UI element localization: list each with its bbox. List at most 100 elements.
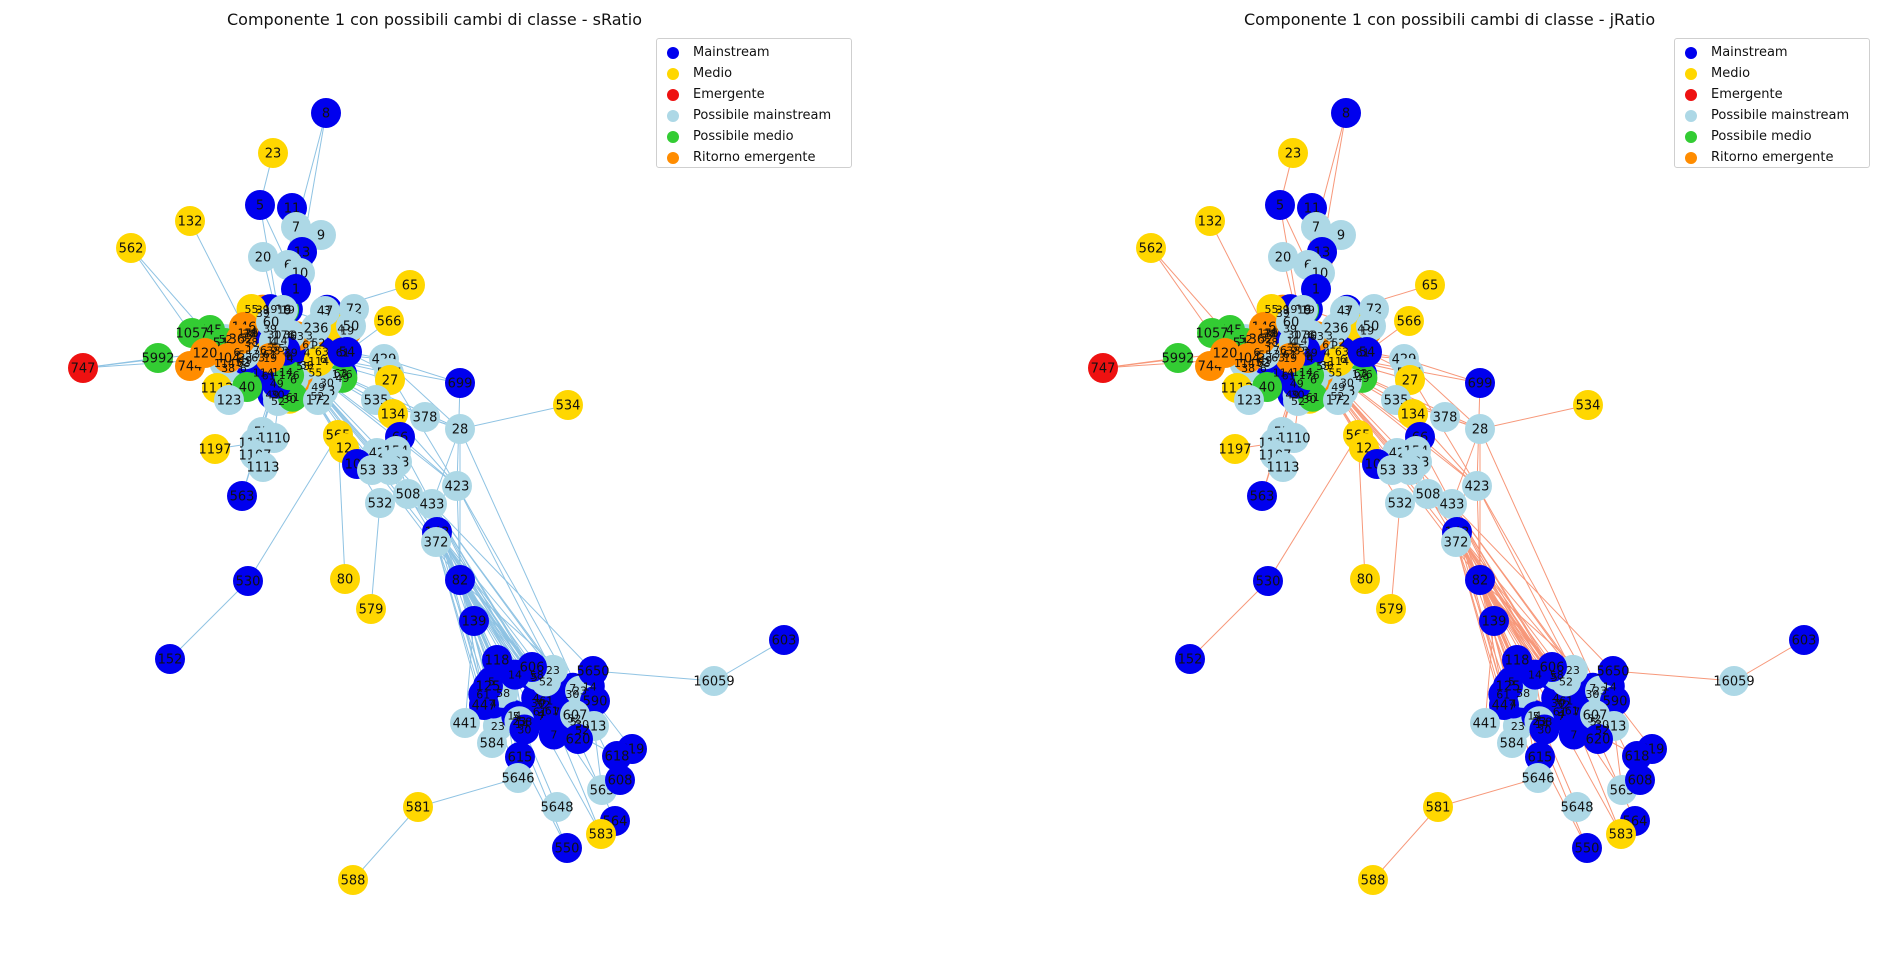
nodes-layer: 8235117913256220136101651647725056614660…	[1088, 98, 1819, 895]
node-label-cluster: 7	[538, 710, 545, 723]
legend-label: Possibile medio	[1711, 129, 1812, 144]
node-label: 5	[1276, 199, 1284, 214]
legend-label: Possibile mainstream	[693, 108, 831, 123]
node-label-cluster: 176	[238, 327, 259, 340]
node-label: 588	[1361, 874, 1386, 889]
node-label: 5650	[576, 665, 609, 680]
node-label: 1	[292, 283, 300, 298]
node-label-cluster: 3	[282, 345, 289, 358]
node-label: 16059	[1713, 675, 1754, 690]
node-label: 562	[1139, 242, 1164, 257]
node-label-cluster: 19	[1297, 304, 1311, 317]
legend-item: Possibile mainstream	[1685, 105, 1869, 126]
node-label: 441	[453, 717, 478, 732]
graph-node: 566	[374, 306, 404, 336]
node-label: 618	[1625, 750, 1650, 765]
node-label: 579	[359, 603, 384, 618]
graph-node: 5	[1265, 190, 1295, 220]
node-label: 82	[452, 574, 469, 589]
node-label: 566	[1397, 315, 1422, 330]
graph-node: 563	[1247, 481, 1277, 511]
node-label-cluster: 7	[1570, 729, 1577, 742]
graph-node: 123	[1234, 385, 1264, 415]
node-label: 1	[1312, 283, 1320, 298]
graph-node: 33	[375, 455, 405, 485]
node-label: 566	[377, 315, 402, 330]
graph-node: 80	[330, 564, 360, 594]
node-label-cluster: 30	[517, 724, 531, 737]
node-label-cluster: 23	[573, 685, 587, 698]
graph-node: 378	[410, 402, 440, 432]
node-label: 7	[1312, 221, 1320, 236]
graph-node: 562	[116, 233, 146, 263]
node-label: 579	[1379, 603, 1404, 618]
node-label: 65	[402, 279, 419, 294]
graph-node: 441	[450, 708, 480, 738]
graph-node: 747	[1088, 353, 1118, 383]
legend-label: Ritorno emergente	[1711, 150, 1834, 165]
node-label-cluster: 114	[1234, 357, 1255, 370]
node-label: 581	[1426, 801, 1451, 816]
node-label-cluster: 14	[1528, 669, 1542, 682]
node-label: 747	[71, 362, 96, 377]
graph-node: 423	[1462, 471, 1492, 501]
legend-dot	[1685, 131, 1697, 143]
node-label-cluster: 23	[1511, 720, 1525, 733]
graph-edge	[170, 581, 248, 659]
node-label-cluster: 4	[270, 336, 277, 349]
node-label: 28	[1472, 423, 1489, 438]
node-label: 118	[1505, 654, 1530, 669]
node-label-cluster: 19	[263, 303, 277, 316]
node-label: 134	[1401, 408, 1426, 423]
node-label: 563	[230, 490, 255, 505]
legend-dot	[1685, 47, 1697, 59]
node-label-cluster: 30	[283, 329, 297, 342]
node-label-cluster: 61	[336, 346, 350, 359]
node-label: 5646	[501, 772, 534, 787]
graph-node: 139	[459, 606, 489, 636]
graph-node: 1197	[1218, 434, 1251, 464]
legend-dot	[667, 68, 679, 80]
node-label: 699	[448, 377, 473, 392]
node-label-cluster: 4	[337, 323, 344, 336]
node-label: 80	[1357, 573, 1374, 588]
node-label: 530	[236, 575, 261, 590]
graph-edge	[1190, 581, 1268, 659]
node-label: 1113	[246, 461, 279, 476]
graph-edge	[1391, 503, 1400, 609]
node-label-cluster: 7	[1558, 710, 1565, 723]
node-label: 9	[1337, 229, 1345, 244]
node-label-cluster: 58	[1516, 687, 1530, 700]
node-label: 608	[608, 774, 633, 789]
node-label-cluster: 30	[1340, 376, 1354, 389]
graph-node: 532	[1385, 488, 1415, 518]
graph-node: 23	[1278, 138, 1308, 168]
node-label-cluster: 52	[539, 675, 553, 688]
node-label-cluster: 23	[491, 720, 505, 733]
graph-node: 8	[311, 98, 341, 128]
legend-item: Ritorno emergente	[667, 147, 851, 168]
node-label: 5	[256, 199, 264, 214]
legend-label: Possibile mainstream	[1711, 108, 1849, 123]
graph-node: 608	[605, 765, 635, 795]
node-label-cluster: 61	[1356, 346, 1370, 359]
graph-node: 8	[1331, 98, 1361, 128]
node-label: 27	[382, 374, 399, 389]
node-label-cluster: 3	[324, 304, 331, 317]
node-label-cluster: 55	[1258, 348, 1272, 361]
node-label: 508	[1416, 488, 1441, 503]
node-label-cluster: 3	[1302, 345, 1309, 358]
node-label: 372	[424, 536, 449, 551]
node-label: 134	[381, 408, 406, 423]
graph-node: 82	[1465, 565, 1495, 595]
panel-title: Componente 1 con possibili cambi di clas…	[227, 10, 642, 29]
node-label: 132	[178, 215, 203, 230]
node-label-cluster: 176	[279, 369, 300, 382]
node-label-cluster: 19	[1283, 352, 1297, 365]
graph-edge	[1480, 405, 1588, 429]
node-label-cluster: 49	[1355, 372, 1369, 385]
panel-title: Componente 1 con possibili cambi di clas…	[1244, 10, 1655, 29]
node-label-cluster: 23	[1593, 685, 1607, 698]
node-label: 5646	[1521, 772, 1554, 787]
node-label: 583	[589, 828, 614, 843]
